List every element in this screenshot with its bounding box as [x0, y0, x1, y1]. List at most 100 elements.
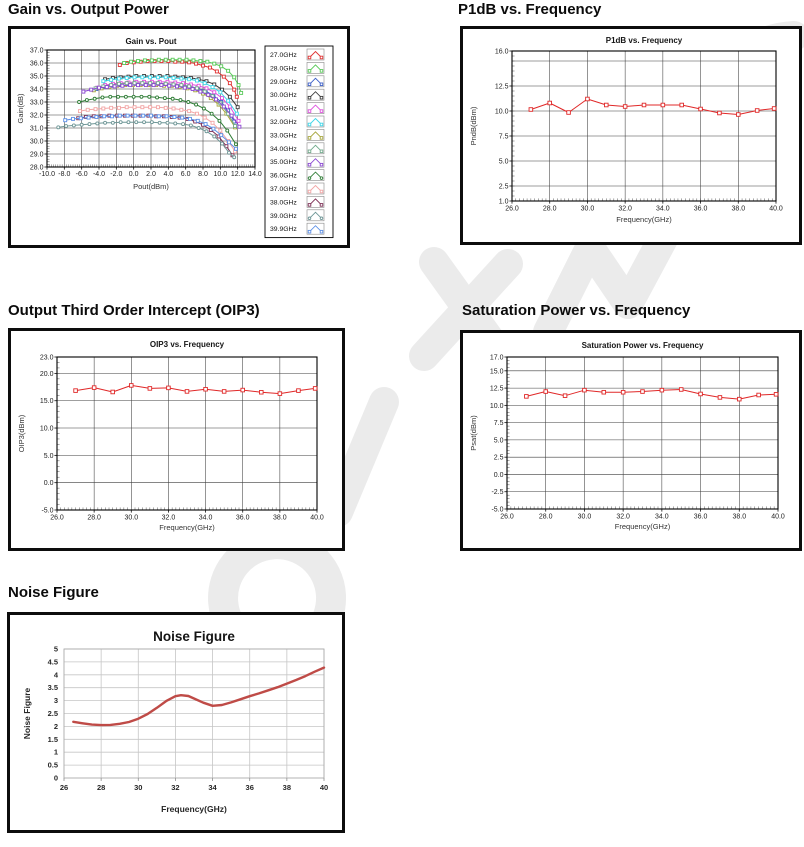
grid [57, 357, 317, 510]
svg-text:40: 40 [320, 783, 328, 792]
grid [507, 357, 778, 509]
svg-text:-5.0: -5.0 [491, 507, 503, 514]
svg-text:5.0: 5.0 [494, 437, 504, 444]
svg-text:5: 5 [54, 645, 58, 654]
psat-chart-box: 26.0 28.0 30.0 32.0 34.0 36.0 38.0 40.0 17.0 15.0… [460, 330, 802, 551]
svg-text:-6.0: -6.0 [76, 171, 88, 178]
svg-text:32.0: 32.0 [616, 514, 630, 521]
svg-text:34: 34 [208, 783, 217, 792]
gain-vs-pout-chart-box: -10.0 -8.0 -6.0 -4.0 -2.0 0.0 2.0 4.0 6.0 8.0 10.0… [8, 26, 350, 248]
series-noise-figure [72, 666, 326, 727]
oip3-chart-box: 26.0 28.0 30.0 32.0 34.0 36.0 38.0 40.0 23.0 20.0… [8, 328, 345, 551]
chart-titles: Saturation Power vs. Frequency Frequency(… [469, 341, 704, 531]
svg-text:1.5: 1.5 [48, 735, 58, 744]
svg-text:40.0: 40.0 [310, 515, 324, 522]
svg-text:2.0: 2.0 [146, 171, 156, 178]
svg-text:0.0: 0.0 [129, 171, 139, 178]
svg-text:12.5: 12.5 [490, 386, 504, 393]
svg-text:P1dB vs. Frequency: P1dB vs. Frequency [606, 36, 683, 45]
svg-text:40.0: 40.0 [771, 514, 785, 521]
svg-text:34.0: 34.0 [199, 515, 213, 522]
svg-text:Saturation Power vs. Frequency: Saturation Power vs. Frequency [582, 341, 704, 350]
section-heading-gain: Gain vs. Output Power [8, 1, 169, 18]
svg-text:8.0: 8.0 [198, 171, 208, 178]
svg-text:36.0: 36.0 [30, 61, 44, 68]
svg-text:OIP3 vs. Frequency: OIP3 vs. Frequency [150, 340, 225, 349]
svg-text:36.0: 36.0 [236, 515, 250, 522]
svg-text:14.0: 14.0 [248, 171, 262, 178]
p1db-vs-frequency-chart: 26.0 28.0 30.0 32.0 34.0 36.0 38.0 40.0 16.0 12.5… [469, 36, 783, 224]
svg-text:7.5: 7.5 [494, 420, 504, 427]
svg-text:26.0: 26.0 [500, 514, 514, 521]
svg-text:26.0: 26.0 [505, 206, 519, 213]
axis-tick-labels: 26.0 28.0 30.0 32.0 34.0 36.0 38.0 40.0 23.0 20.0… [40, 355, 324, 522]
svg-text:32.0: 32.0 [162, 515, 176, 522]
chart-titles: OIP3 vs. Frequency Frequency(GHz) OIP3(dBm… [17, 340, 225, 532]
svg-text:39.9GHz: 39.9GHz [270, 226, 297, 233]
svg-text:5.0: 5.0 [44, 453, 54, 460]
svg-text:28.0: 28.0 [87, 515, 101, 522]
svg-text:29.0GHz: 29.0GHz [270, 79, 297, 86]
svg-text:28.0GHz: 28.0GHz [270, 65, 297, 72]
grid [512, 51, 776, 201]
svg-text:37.0: 37.0 [30, 48, 44, 55]
svg-text:10.0: 10.0 [40, 426, 54, 433]
svg-text:28.0: 28.0 [30, 165, 44, 172]
svg-text:32: 32 [171, 783, 179, 792]
svg-text:PndB(dBm): PndB(dBm) [469, 106, 478, 145]
svg-text:32.0GHz: 32.0GHz [270, 119, 297, 126]
svg-text:32.0: 32.0 [618, 206, 632, 213]
series-32-0ghz [101, 75, 239, 116]
svg-text:15.0: 15.0 [490, 368, 504, 375]
series-39-9ghz [63, 113, 238, 151]
svg-text:17.0: 17.0 [490, 355, 504, 362]
svg-text:38.0: 38.0 [273, 515, 287, 522]
axis-tick-labels: 26 28 30 32 34 36 38 40 5 4.5 4 3.5 3 2.5 2 1.5 1 0.5 0 [48, 645, 329, 793]
svg-text:Pout(dBm): Pout(dBm) [133, 182, 169, 191]
svg-text:36.0: 36.0 [694, 514, 708, 521]
svg-text:30.0: 30.0 [30, 139, 44, 146]
svg-text:33.0GHz: 33.0GHz [270, 132, 297, 139]
svg-text:26: 26 [60, 783, 68, 792]
svg-text:0.5: 0.5 [48, 761, 58, 770]
svg-text:2.5: 2.5 [494, 455, 504, 462]
svg-text:28.0: 28.0 [543, 206, 557, 213]
svg-text:Psat(dBm): Psat(dBm) [469, 415, 478, 451]
series-35-0ghz [81, 83, 242, 129]
axes [509, 50, 777, 204]
svg-text:36: 36 [246, 783, 254, 792]
svg-text:OIP3(dBm): OIP3(dBm) [17, 414, 26, 452]
svg-text:-2.0: -2.0 [110, 171, 122, 178]
svg-text:34.0: 34.0 [30, 87, 44, 94]
svg-text:32.0: 32.0 [30, 113, 44, 120]
series-38-0ghz [76, 113, 235, 158]
series-oip3 [73, 383, 318, 396]
svg-text:10.0: 10.0 [495, 109, 509, 116]
axis-tick-labels: 26.0 28.0 30.0 32.0 34.0 36.0 38.0 40.0 17.0 15.0… [490, 355, 785, 521]
svg-text:Frequency(GHz): Frequency(GHz) [159, 523, 215, 532]
svg-text:-10.0: -10.0 [39, 171, 55, 178]
svg-text:7.5: 7.5 [499, 134, 509, 141]
chart-titles: P1dB vs. Frequency Frequency(GHz) PndB(dBm… [469, 36, 683, 224]
legend: 27.0GHz 28.0GHz 29.0GHz 30.0GHz 31.0GHz 32.0G… [264, 45, 334, 239]
noise-figure-chart: 26 28 30 32 34 36 38 40 5 4.5 4 3.5 3 2.5 2 1.5 1 0.5 0 Noi… [22, 629, 329, 814]
oip3-vs-frequency-chart: 26.0 28.0 30.0 32.0 34.0 36.0 38.0 40.0 23.0 20.0… [17, 340, 324, 532]
svg-text:30.0: 30.0 [578, 514, 592, 521]
svg-text:40.0: 40.0 [769, 206, 783, 213]
svg-text:0.0: 0.0 [494, 472, 504, 479]
svg-text:16.0: 16.0 [495, 49, 509, 56]
svg-text:34.0: 34.0 [656, 206, 670, 213]
svg-text:-2.5: -2.5 [491, 489, 503, 496]
svg-text:-4.0: -4.0 [93, 171, 105, 178]
svg-text:23.0: 23.0 [40, 355, 54, 362]
gain-vs-pout-chart: -10.0 -8.0 -6.0 -4.0 -2.0 0.0 2.0 4.0 6.0 8.0 10.0… [16, 37, 334, 239]
svg-text:36.0GHz: 36.0GHz [270, 173, 297, 180]
svg-text:-8.0: -8.0 [58, 171, 70, 178]
axes [504, 356, 779, 512]
axis-tick-labels: -10.0 -8.0 -6.0 -4.0 -2.0 0.0 2.0 4.0 6.0 8.0 10.0… [30, 48, 262, 179]
svg-text:34.0GHz: 34.0GHz [270, 146, 297, 153]
svg-text:34.0: 34.0 [655, 514, 669, 521]
svg-text:-5.0: -5.0 [41, 508, 53, 515]
svg-text:Frequency(GHz): Frequency(GHz) [616, 215, 672, 224]
